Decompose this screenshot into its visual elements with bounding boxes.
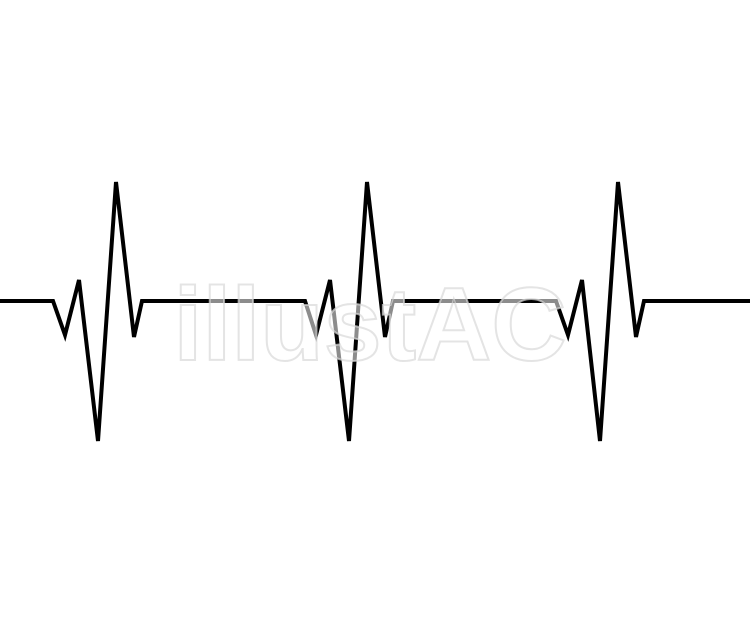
ecg-trace bbox=[0, 181, 750, 442]
